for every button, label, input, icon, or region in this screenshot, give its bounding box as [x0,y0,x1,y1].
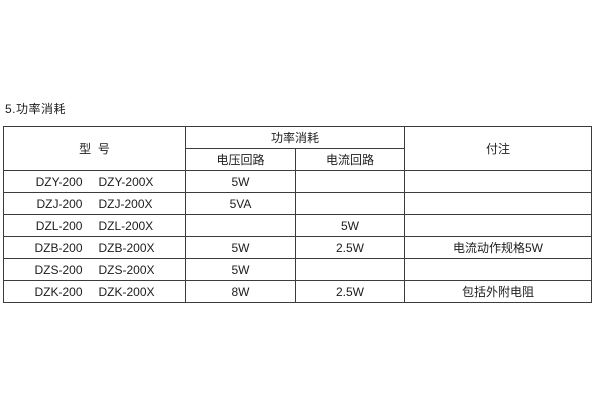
cell-notes: 电流动作规格5W [404,236,593,259]
cell-model: DZY-200 DZY-200X [3,170,186,193]
cell-voltage: 5W [185,236,296,259]
model-name-x: DZY-200X [98,174,154,189]
cell-model: DZL-200 DZL-200X [3,214,186,237]
cell-current: 2.5W [294,280,406,303]
cell-model: DZK-200 DZK-200X [3,280,186,303]
cell-voltage: 5W [185,258,296,281]
cell-current [294,258,406,281]
table-row: DZL-200 DZL-200X 5W [3,214,593,237]
cell-voltage [185,214,296,237]
model-name: DZB-200 [34,240,83,255]
cell-current [294,192,406,215]
header-voltage-circuit: 电压回路 [185,148,296,171]
cell-model: DZJ-200 DZJ-200X [3,192,186,215]
table-row: DZK-200 DZK-200X 8W 2.5W 包括外附电阻 [3,280,593,303]
cell-voltage: 5W [185,170,296,193]
table-row: DZY-200 DZY-200X 5W [3,170,593,193]
header-model: 型 号 [3,126,186,171]
cell-voltage: 5VA [185,192,296,215]
cell-model: DZB-200 DZB-200X [3,236,186,259]
table-row: DZJ-200 DZJ-200X 5VA [3,192,593,215]
cell-current: 2.5W [294,236,406,259]
cell-model: DZS-200 DZS-200X [3,258,186,281]
table-row: DZB-200 DZB-200X 5W 2.5W 电流动作规格5W [3,236,593,259]
header-power-group: 功率消耗 [184,126,406,149]
model-name-x: DZL-200X [98,218,154,233]
section-heading: 5.功率消耗 [5,102,67,116]
model-name: DZL-200 [35,218,83,233]
model-name-x: DZB-200X [98,240,155,255]
model-name: DZK-200 [34,284,83,299]
cell-current [294,170,406,193]
cell-notes [404,170,593,193]
model-name: DZJ-200 [36,196,83,211]
model-name-x: DZJ-200X [98,196,153,211]
header-current-circuit: 电流回路 [294,148,406,171]
cell-notes [404,192,593,215]
model-name: DZS-200 [34,262,83,277]
cell-notes [404,258,593,281]
table-row: DZS-200 DZS-200X 5W [3,258,593,281]
model-name: DZY-200 [35,174,83,189]
cell-voltage: 8W [185,280,296,303]
model-name-x: DZS-200X [98,262,155,277]
header-notes: 付注 [404,126,593,171]
header-row-1: 型 号 功率消耗 付注 [3,126,593,171]
power-consumption-table: 型 号 功率消耗 付注 电压回路 电流回路 DZY-200 DZY-200X 5W… [3,126,593,303]
cell-notes [404,214,593,237]
cell-current: 5W [294,214,406,237]
model-name-x: DZK-200X [98,284,155,299]
cell-notes: 包括外附电阻 [404,280,593,303]
